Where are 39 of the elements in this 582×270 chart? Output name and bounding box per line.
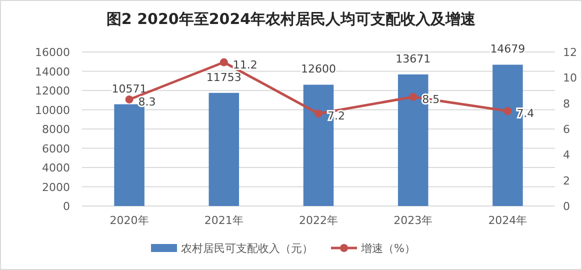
x-tick-label: 2021年: [204, 214, 244, 227]
x-tick-label: 2020年: [110, 214, 149, 227]
y2-tick-label: 4: [563, 148, 570, 162]
legend-label: 增速（%）: [360, 242, 416, 255]
y-tick-label: 14000: [35, 65, 70, 78]
y2-tick-label: 2: [563, 174, 570, 188]
y-tick-label: 8000: [42, 123, 70, 136]
y-tick-label: 10000: [35, 104, 70, 117]
chart-title: 图2 2020年至2024年农村居民人均可支配收入及增速: [106, 10, 477, 28]
data-label: 10571: [112, 82, 147, 96]
y-tick-label: 2000: [42, 180, 70, 194]
legend-label: 农村居民可支配收入（元）: [181, 242, 313, 255]
y-tick-label: 0: [63, 200, 70, 213]
bar: [208, 92, 240, 206]
point: [409, 92, 418, 101]
y-tick-label: 12000: [35, 84, 70, 98]
data-label: 11.2: [232, 58, 258, 72]
data-label: 12600: [301, 62, 336, 76]
bar: [114, 104, 144, 206]
data-label: 8.3: [138, 95, 156, 108]
data-label: 14679: [490, 42, 526, 56]
x-tick-label: 2022年: [299, 214, 338, 227]
y-tick-label: 6000: [42, 142, 70, 156]
y2-tick-label: 10: [563, 72, 577, 85]
data-label: 11753: [206, 70, 242, 84]
point: [125, 95, 134, 104]
x-tick-label: 2023年: [394, 214, 433, 227]
y2-tick-label: 12: [563, 46, 577, 59]
point: [314, 110, 322, 118]
data-label: 13671: [396, 52, 431, 66]
y-tick-label: 4000: [42, 162, 70, 174]
y2-tick-label: 6: [563, 123, 570, 136]
y-tick-label: 16000: [35, 46, 70, 59]
data-label: 8.5: [422, 92, 440, 106]
x-tick-label: 2024年: [488, 214, 528, 227]
y2-tick-label: 8: [563, 97, 570, 110]
point: [220, 58, 228, 66]
y2-tick-label: 0: [563, 200, 570, 213]
point: [504, 107, 512, 116]
